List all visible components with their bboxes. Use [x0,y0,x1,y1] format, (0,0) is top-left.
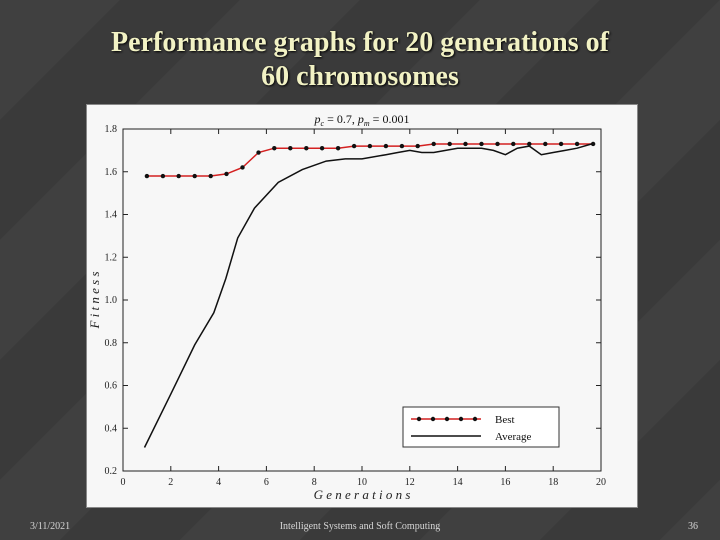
data-point-best [558,141,564,147]
data-point-best [431,141,436,147]
data-point-best [272,146,277,151]
data-point-best [574,141,580,147]
data-point-best [511,141,516,147]
data-point-best [192,173,197,179]
data-point-best [383,143,389,149]
y-tick-label: 1.6 [105,167,118,178]
chart-figure: pc = 0.7, pm = 0.001 0 2 4 6 8 10 12 14 16 18 20 0.… [86,104,638,508]
data-point-best [351,143,357,149]
data-point-best [224,171,229,177]
data-point-best [160,173,166,179]
data-point-best [590,141,596,147]
legend-label-average: Average [495,431,532,443]
y-tick-label: 1.2 [105,252,118,263]
data-point-best [240,165,245,170]
x-tick-label: 20 [596,477,606,488]
y-tick-label: 0.2 [105,466,118,477]
footer-center: Intelligent Systems and Soft Computing [279,521,441,532]
data-point-best [447,141,452,147]
data-point-best [288,146,293,151]
y-tick-label: 1.4 [105,210,118,221]
y-tick-label: 0.4 [105,423,118,434]
y-axis-label: F i t n e s s [87,271,102,329]
x-tick-label: 0 [121,477,126,488]
chart-title: pc = 0.7, pm = 0.001 [314,112,410,128]
x-tick-label: 18 [548,477,558,488]
y-tick-label: 1.0 [105,295,118,306]
legend-box [402,406,560,448]
series-line-average [143,143,592,448]
chart-title-p1: p [314,112,321,126]
x-tick-label: 8 [312,477,317,488]
x-tick-label: 14 [453,477,463,488]
chart-legend: Best Average [402,406,560,448]
chart-title-sub2: m [364,119,370,128]
legend-marker-best [472,416,478,422]
data-point-best [335,146,341,151]
x-tick-label: 2 [168,477,173,488]
data-point-best [463,141,468,147]
slide-title: Performance graphs for 20 generations of… [20,26,700,94]
y-tick-label: 0.8 [105,338,118,349]
data-point-best [304,146,309,151]
data-point-best [367,143,373,149]
y-tick-label: 0.6 [105,381,118,392]
x-tick-label: 4 [216,477,221,488]
data-point-best [495,141,500,147]
legend-label-best: Best [495,414,515,426]
data-point-best [543,141,548,147]
series-lines [143,143,594,448]
slide-title-line2: 60 chromosomes [261,61,459,92]
series-markers [144,141,596,179]
footer-page-number: 36 [688,521,698,532]
data-point-best [479,141,484,147]
legend-marker-best [458,416,464,422]
x-tick-label: 10 [357,477,367,488]
series-line-best [146,143,594,177]
x-tick-label: 16 [500,477,510,488]
legend-marker-best [430,416,436,422]
x-tick-label: 12 [405,477,415,488]
slide-title-line1: Performance graphs for 20 generations of [111,27,609,58]
data-point-best [208,173,213,179]
chart-title-mid: = 0.7, [324,112,358,126]
data-point-best [415,143,420,149]
chart-title-p2: p [357,112,364,126]
legend-marker-best [444,416,450,422]
y-tick-label: 1.8 [105,124,118,135]
chart-title-sub1: c [321,119,325,128]
legend-marker-best [416,416,422,422]
footer-date: 3/11/2021 [30,521,71,532]
data-point-best [176,173,181,179]
data-point-best [319,146,325,151]
chart-title-end: = 0.001 [370,112,410,126]
data-point-best [144,173,150,179]
data-point-best [256,150,261,155]
chart-svg: pc = 0.7, pm = 0.001 0 2 4 6 8 10 12 14 16 18 200.… [87,112,607,502]
x-axis-label: G e n e r a t i o n s [314,487,411,502]
data-point-best [527,141,532,147]
x-tick-label: 6 [264,477,269,488]
data-point-best [399,143,405,149]
axis-ticks: 0 2 4 6 8 10 12 14 16 18 20 0.2 0.4 0.6 0.8 1.0 1.2 1.4 1.… [105,124,607,488]
